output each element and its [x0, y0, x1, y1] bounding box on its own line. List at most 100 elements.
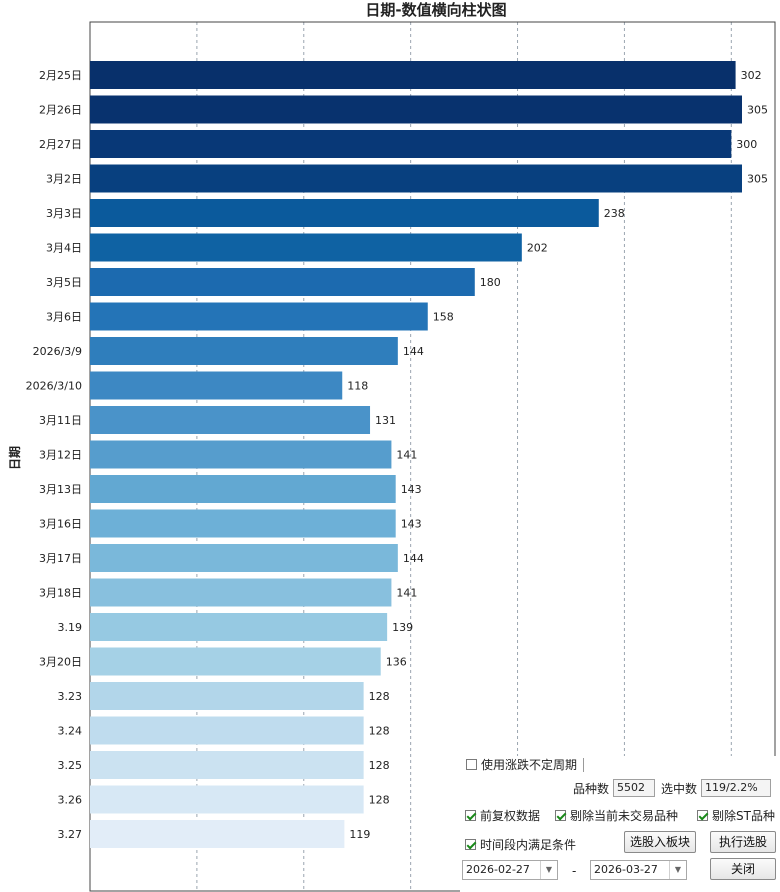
- value-label-3: 305: [747, 173, 768, 186]
- category-label-3: 3月2日: [46, 173, 82, 186]
- value-label-13: 143: [401, 518, 422, 531]
- bar-3: [90, 164, 742, 193]
- bar-9: [90, 371, 343, 400]
- volatility-period-label: 使用涨跌不定周期: [481, 758, 578, 772]
- bar-12: [90, 475, 396, 503]
- forward-adjust-option[interactable]: 前复权数据: [465, 807, 540, 824]
- date-separator: -: [572, 864, 577, 878]
- value-label-18: 128: [369, 690, 390, 703]
- count-row: 品种数 5502 选中数 119/2.2%: [573, 779, 772, 797]
- bar-17: [90, 647, 381, 676]
- category-label-13: 3月16日: [39, 518, 82, 531]
- bar-22: [90, 820, 345, 848]
- value-label-12: 143: [401, 483, 422, 496]
- bar-8: [90, 337, 398, 365]
- volatility-period-checkbox[interactable]: [466, 759, 477, 770]
- category-label-8: 2026/3/9: [33, 345, 82, 358]
- category-label-15: 3月18日: [39, 587, 82, 600]
- category-label-16: 3.19: [58, 621, 83, 634]
- bar-14: [90, 544, 398, 572]
- value-label-22: 119: [349, 828, 370, 841]
- category-label-6: 3月5日: [46, 276, 82, 289]
- category-label-19: 3.24: [58, 725, 83, 738]
- exclude-st-checkbox[interactable]: [697, 810, 708, 821]
- category-label-22: 3.27: [58, 828, 83, 841]
- add-to-block-button[interactable]: 选股入板块: [624, 831, 696, 853]
- forward-adjust-label: 前复权数据: [480, 809, 541, 823]
- bar-1: [90, 95, 742, 124]
- category-label-18: 3.23: [58, 690, 83, 703]
- end-date-picker[interactable]: 2026-03-27 ▼: [590, 860, 687, 880]
- exclude-st-option[interactable]: 剔除ST品种: [697, 807, 775, 824]
- end-date-value: 2026-03-27: [594, 863, 658, 876]
- forward-adjust-checkbox[interactable]: [465, 810, 476, 821]
- period-condition-option[interactable]: 时间段内满足条件: [465, 836, 576, 853]
- bar-19: [90, 716, 364, 745]
- value-label-1: 305: [747, 104, 768, 117]
- exclude-st-label: 剔除ST品种: [712, 809, 775, 823]
- bar-11: [90, 440, 392, 469]
- category-label-9: 2026/3/10: [26, 380, 82, 393]
- chevron-down-icon[interactable]: ▼: [669, 861, 686, 879]
- bar-13: [90, 509, 396, 538]
- category-label-10: 3月11日: [39, 414, 82, 427]
- category-label-2: 2月27日: [39, 138, 82, 151]
- value-label-6: 180: [480, 276, 501, 289]
- value-label-0: 302: [741, 69, 762, 82]
- bar-20: [90, 751, 364, 779]
- category-label-0: 2月25日: [39, 69, 82, 82]
- category-label-21: 3.26: [58, 794, 83, 807]
- category-label-5: 3月4日: [46, 242, 82, 255]
- value-label-4: 238: [604, 207, 625, 220]
- value-label-19: 128: [369, 725, 390, 738]
- bar-7: [90, 302, 428, 331]
- run-selection-button[interactable]: 执行选股: [710, 831, 776, 853]
- value-label-5: 202: [527, 242, 548, 255]
- bar-5: [90, 233, 522, 262]
- value-label-16: 139: [392, 621, 413, 634]
- exclude-untraded-label: 剔除当前未交易品种: [570, 809, 679, 823]
- bar-0: [90, 61, 736, 89]
- value-label-21: 128: [369, 794, 390, 807]
- value-label-9: 118: [347, 380, 368, 393]
- exclude-untraded-option[interactable]: 剔除当前未交易品种: [555, 807, 678, 824]
- category-label-7: 3月6日: [46, 311, 82, 324]
- value-label-8: 144: [403, 345, 424, 358]
- bar-6: [90, 268, 475, 296]
- category-labels: 2月25日 2月26日 2月27日 3月2日 3月3日 3月4日 3月5日 3月6日 2026/…: [26, 69, 82, 841]
- bar-4: [90, 199, 599, 227]
- exclude-untraded-checkbox[interactable]: [555, 810, 566, 821]
- volatility-period-option[interactable]: 使用涨跌不定周期: [466, 756, 585, 773]
- value-label-17: 136: [386, 656, 407, 669]
- bar-16: [90, 613, 388, 641]
- value-label-11: 141: [396, 449, 417, 462]
- chart-title: 日期-数值横向柱状图: [365, 1, 506, 19]
- value-label-10: 131: [375, 414, 396, 427]
- period-condition-label: 时间段内满足条件: [480, 838, 577, 852]
- close-button[interactable]: 关闭: [710, 858, 776, 880]
- bar-18: [90, 682, 364, 710]
- value-label-15: 141: [396, 587, 417, 600]
- value-label-2: 300: [736, 138, 757, 151]
- category-label-20: 3.25: [58, 759, 83, 772]
- value-label-14: 144: [403, 552, 424, 565]
- start-date-picker[interactable]: 2026-02-27 ▼: [462, 860, 558, 880]
- bars: [90, 61, 742, 848]
- divider: [583, 757, 585, 772]
- start-date-value: 2026-02-27: [466, 863, 530, 876]
- category-label-12: 3月13日: [39, 483, 82, 496]
- value-labels: 302 305 300 305 238 202 180 158 144 118 131 141 143 1…: [347, 69, 768, 841]
- category-label-4: 3月3日: [46, 207, 82, 220]
- bar-21: [90, 785, 364, 814]
- chevron-down-icon[interactable]: ▼: [540, 861, 557, 879]
- category-label-1: 2月26日: [39, 104, 82, 117]
- category-label-17: 3月20日: [39, 656, 82, 669]
- stock-selection-panel: 使用涨跌不定周期 品种数 5502 选中数 119/2.2% 前复权数据 剔除当…: [460, 756, 780, 892]
- count-value: 5502: [613, 779, 656, 797]
- period-condition-checkbox[interactable]: [465, 839, 476, 850]
- count-label: 品种数: [573, 781, 610, 796]
- value-label-20: 128: [369, 759, 390, 772]
- bar-2: [90, 130, 732, 158]
- bar-10: [90, 406, 371, 434]
